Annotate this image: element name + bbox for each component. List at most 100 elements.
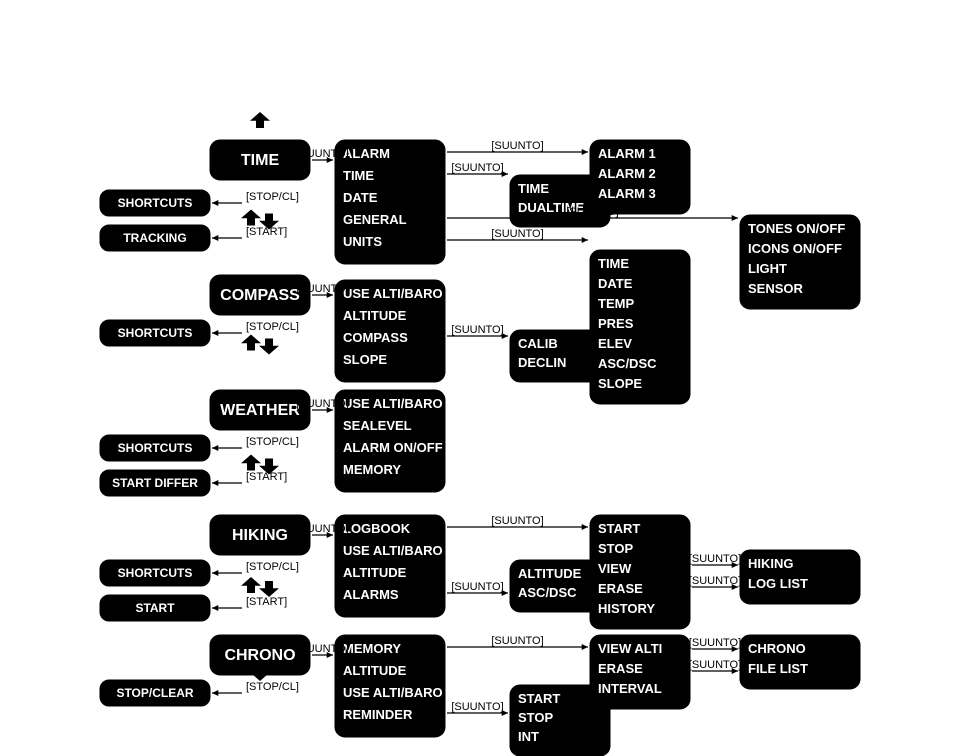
sub1-compass-item: SLOPE: [343, 352, 387, 367]
sub3-chrono_memory-item: INTERVAL: [598, 681, 662, 696]
nav-arrow-icon: [259, 339, 279, 355]
sub1-compass-item: ALTITUDE: [343, 308, 407, 323]
sub1-time-item: TIME: [343, 168, 374, 183]
sub3-time_units-item: SLOPE: [598, 376, 642, 391]
side-startdiffer-label: START DIFFER: [112, 476, 198, 490]
suunto-tag: [SUUNTO]: [689, 575, 741, 587]
suunto-connector-head: [582, 524, 588, 530]
nav-arrow-icon: [250, 112, 270, 128]
side-tag: [STOP/CL]: [246, 191, 299, 203]
sub1-chrono-item: USE ALTI/BARO: [343, 685, 443, 700]
side-tag: [STOP/CL]: [246, 681, 299, 693]
far-time_general-item: SENSOR: [748, 281, 804, 296]
suunto-tag: [SUUNTO]: [566, 206, 618, 218]
far-chrono-item: FILE LIST: [748, 661, 808, 676]
main-compass-label: COMPASS: [220, 287, 300, 304]
sub1-compass-item: USE ALTI/BARO: [343, 286, 443, 301]
side-stopclear-label: STOP/CLEAR: [116, 686, 193, 700]
nav-arrow-icon: [259, 581, 279, 597]
suunto-connector-head: [582, 237, 588, 243]
suunto-tag: [SUUNTO]: [451, 701, 503, 713]
sub3-time_units-item: TEMP: [598, 296, 634, 311]
suunto-connector-head: [582, 644, 588, 650]
suunto-tag: [SUUNTO]: [689, 637, 741, 649]
sub1-weather-item: USE ALTI/BARO: [343, 396, 443, 411]
main-weather-label: WEATHER: [220, 402, 300, 419]
sub3-hiking_logbook-item: STOP: [598, 541, 633, 556]
side-shortcuts3-label: SHORTCUTS: [118, 441, 193, 455]
suunto-tag: [SUUNTO]: [491, 228, 543, 240]
sub1-chrono-item: REMINDER: [343, 707, 413, 722]
sub1-time-item: GENERAL: [343, 212, 407, 227]
far-chrono-item: CHRONO: [748, 641, 806, 656]
menu-flowchart: TIME COMPASS WEATHER HIKING CHRONO SHORTCUTS […: [0, 0, 954, 756]
side-tag: [START]: [246, 471, 287, 483]
sub1-chrono-item: MEMORY: [343, 641, 401, 656]
far-time_general-item: ICONS ON/OFF: [748, 241, 842, 256]
side-conn-head: [212, 445, 218, 451]
sub1-hiking-item: ALTITUDE: [343, 565, 407, 580]
nav-arrow-icon: [241, 455, 261, 471]
side-conn-head: [212, 330, 218, 336]
sub2-time_time-item: TIME: [518, 181, 549, 196]
sub3-time_units-item: TIME: [598, 256, 629, 271]
sub1-chrono-item: ALTITUDE: [343, 663, 407, 678]
suunto-tag: [SUUNTO]: [451, 324, 503, 336]
side-conn-head: [212, 570, 218, 576]
sub3-chrono_memory-item: ERASE: [598, 661, 643, 676]
main-hiking-label: HIKING: [232, 527, 288, 544]
sub1-time-item: ALARM: [343, 146, 390, 161]
sub2-chrono_reminder-item: INT: [518, 729, 539, 744]
side-conn-head: [212, 690, 218, 696]
sub3-hiking_logbook-item: START: [598, 521, 640, 536]
sub1-hiking-item: LOGBOOK: [343, 521, 411, 536]
sub3-chrono_memory-item: VIEW ALTI: [598, 641, 662, 656]
suunto-tag: [SUUNTO]: [296, 283, 348, 295]
side-tag: [STOP/CL]: [246, 561, 299, 573]
main-chrono-label: CHRONO: [224, 647, 295, 664]
sub2-hiking_altitude-item: ALTITUDE: [518, 566, 582, 581]
suunto-tag: [SUUNTO]: [491, 140, 543, 152]
sub3-time_alarm-item: ALARM 2: [598, 166, 656, 181]
suunto-tag: [SUUNTO]: [689, 553, 741, 565]
sub1-hiking-item: ALARMS: [343, 587, 399, 602]
side-conn-head: [212, 480, 218, 486]
sub3-hiking_logbook-item: VIEW: [598, 561, 632, 576]
sub1-weather-item: ALARM ON/OFF: [343, 440, 443, 455]
suunto-tag: [SUUNTO]: [296, 643, 348, 655]
suunto-connector-head: [732, 215, 738, 221]
nav-arrow-icon: [241, 577, 261, 593]
suunto-connector-head: [582, 149, 588, 155]
sub1-time-item: UNITS: [343, 234, 382, 249]
sub2-chrono_reminder-item: START: [518, 691, 560, 706]
suunto-tag: [SUUNTO]: [296, 523, 348, 535]
sub1-hiking-item: USE ALTI/BARO: [343, 543, 443, 558]
side-tag: [STOP/CL]: [246, 321, 299, 333]
sub3-time_alarm-item: ALARM 1: [598, 146, 656, 161]
suunto-tag: [SUUNTO]: [451, 581, 503, 593]
far-time_general-item: TONES ON/OFF: [748, 221, 845, 236]
sub3-time_units-item: ELEV: [598, 336, 632, 351]
side-shortcuts1-label: SHORTCUTS: [118, 196, 193, 210]
suunto-tag: [SUUNTO]: [296, 398, 348, 410]
suunto-tag: [SUUNTO]: [296, 148, 348, 160]
far-hiking-item: LOG LIST: [748, 576, 808, 591]
sub3-time_units-item: ASC/DSC: [598, 356, 657, 371]
nav-arrow-icon: [241, 210, 261, 226]
side-conn-head: [212, 200, 218, 206]
side-tag: [STOP/CL]: [246, 436, 299, 448]
sub2-hiking_altitude-item: ASC/DSC: [518, 585, 577, 600]
sub1-weather-item: SEALEVEL: [343, 418, 412, 433]
side-shortcuts2-label: SHORTCUTS: [118, 326, 193, 340]
sub3-time_alarm-item: ALARM 3: [598, 186, 656, 201]
side-tag: [START]: [246, 226, 287, 238]
suunto-tag: [SUUNTO]: [491, 635, 543, 647]
sub2-compass_compass-item: CALIB: [518, 336, 558, 351]
sub2-compass_compass-item: DECLIN: [518, 355, 566, 370]
side-shortcuts4-label: SHORTCUTS: [118, 566, 193, 580]
sub3-time_units-item: DATE: [598, 276, 633, 291]
suunto-tag: [SUUNTO]: [491, 515, 543, 527]
sub3-time_units-item: PRES: [598, 316, 634, 331]
side-start-label: START: [135, 601, 175, 615]
sub1-weather-item: MEMORY: [343, 462, 401, 477]
